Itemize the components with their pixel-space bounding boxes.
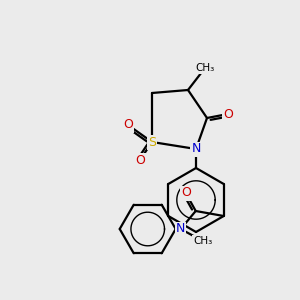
Text: CH₃: CH₃	[193, 236, 212, 246]
Text: O: O	[135, 154, 145, 166]
Text: N: N	[191, 142, 201, 155]
Text: O: O	[223, 107, 233, 121]
Text: CH₃: CH₃	[195, 63, 214, 73]
Text: O: O	[181, 187, 191, 200]
Text: O: O	[123, 118, 133, 131]
Text: N: N	[176, 223, 185, 236]
Text: S: S	[148, 136, 156, 148]
